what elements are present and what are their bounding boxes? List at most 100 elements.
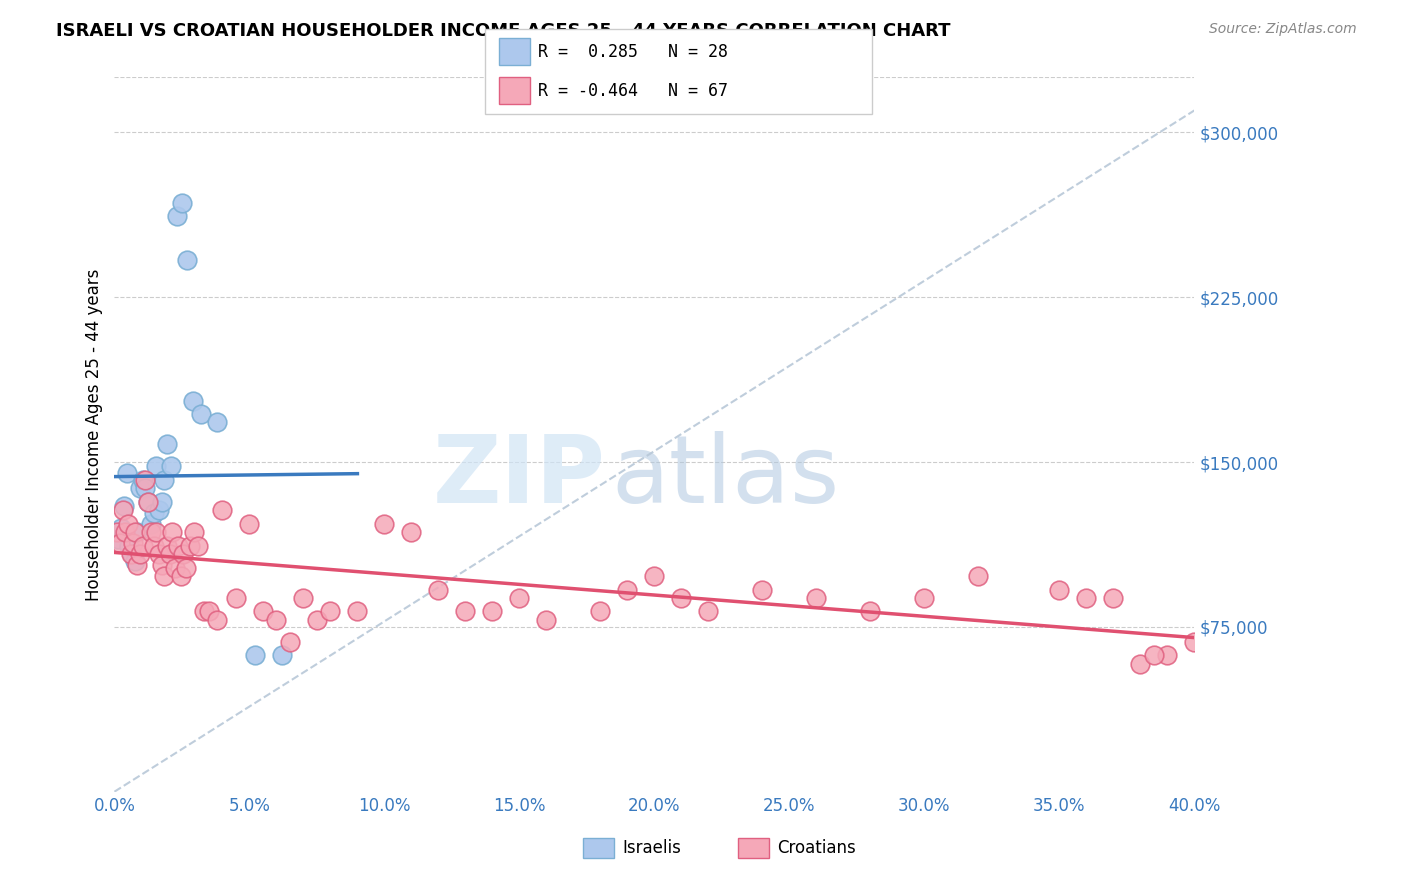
Point [148,503,170,517]
Point [122,536,145,550]
Point [305,613,328,627]
Text: Source: ZipAtlas.com: Source: ZipAtlas.com [1209,22,1357,37]
Point [190,407,212,421]
Point [148,547,170,561]
Point [170,195,193,210]
Point [806,591,828,606]
Point [373,516,395,531]
Point [117,516,139,531]
Point [127,558,149,573]
Point [508,591,530,606]
Point [115,466,138,480]
Point [1156,648,1178,663]
Point [121,547,143,561]
Point [150,558,173,573]
Point [134,473,156,487]
Point [105,525,128,540]
Point [136,494,159,508]
Point [183,525,205,540]
Point [252,605,274,619]
Point [167,539,190,553]
Point [1047,582,1070,597]
Point [454,605,477,619]
Point [166,209,188,223]
Point [1184,635,1206,649]
Point [238,516,260,531]
Point [139,525,162,540]
Point [481,605,503,619]
Point [176,252,198,267]
Point [120,547,142,561]
Point [107,532,129,546]
Point [401,525,423,540]
Text: R = -0.464   N = 67: R = -0.464 N = 67 [538,82,728,100]
Point [162,525,184,540]
Point [1076,591,1098,606]
Point [156,437,179,451]
Point [589,605,612,619]
Point [179,539,201,553]
Point [132,539,155,553]
Point [751,582,773,597]
Point [129,482,152,496]
Point [153,569,176,583]
Point [270,648,292,663]
Point [211,503,233,517]
Point [129,547,152,561]
Point [181,393,204,408]
Point [136,494,159,508]
Point [278,635,301,649]
Point [346,605,368,619]
Point [912,591,935,606]
Point [427,582,450,597]
Point [145,459,167,474]
Point [114,525,136,540]
Point [193,605,215,619]
Y-axis label: Householder Income Ages 25 - 44 years: Householder Income Ages 25 - 44 years [86,268,103,600]
Point [165,560,187,574]
Point [169,569,191,583]
Text: R =  0.285   N = 28: R = 0.285 N = 28 [538,43,728,61]
Point [160,459,183,474]
Point [111,503,134,517]
Point [859,605,882,619]
Text: ZIP: ZIP [433,432,606,524]
Point [132,473,155,487]
Point [266,613,288,627]
Point [198,605,221,619]
Point [150,494,173,508]
Text: Croatians: Croatians [778,839,856,857]
Point [153,473,176,487]
Point [697,605,720,619]
Point [1143,648,1166,663]
Point [1129,657,1152,672]
Point [671,591,693,606]
Point [292,591,315,606]
Point [174,560,197,574]
Point [112,499,135,513]
Point [159,547,181,561]
Text: atlas: atlas [612,432,839,524]
Point [142,539,165,553]
Point [127,525,149,540]
Point [110,521,132,535]
Point [139,516,162,531]
Point [205,613,228,627]
Point [616,582,638,597]
Point [124,554,146,568]
Point [967,569,990,583]
Point [118,539,141,553]
Point [124,525,146,540]
Point [205,416,228,430]
Point [643,569,665,583]
Point [142,506,165,520]
Text: Israelis: Israelis [623,839,682,857]
Point [108,536,131,550]
Point [536,613,558,627]
Point [225,591,247,606]
Point [134,482,156,496]
Point [145,525,167,540]
Point [187,539,209,553]
Point [156,539,179,553]
Text: ISRAELI VS CROATIAN HOUSEHOLDER INCOME AGES 25 - 44 YEARS CORRELATION CHART: ISRAELI VS CROATIAN HOUSEHOLDER INCOME A… [56,22,950,40]
